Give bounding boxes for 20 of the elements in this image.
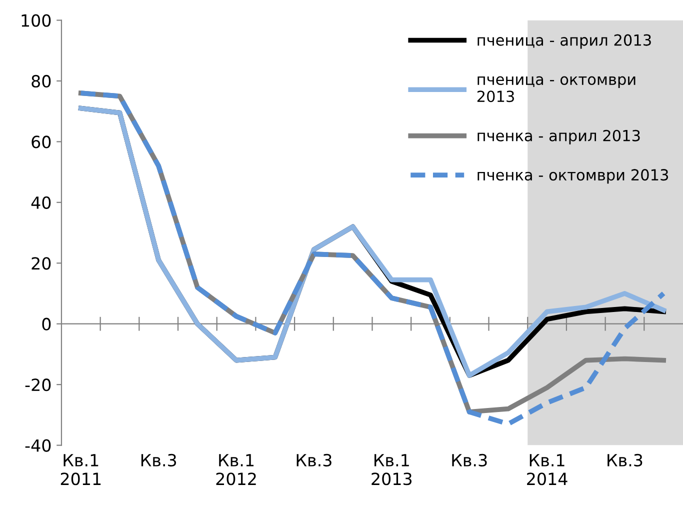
legend-label: пченка - октомври 2013 [478,169,668,184]
x-tick-label: Кв.3 [608,454,642,467]
x-tick-label: Кв.1 2013 [372,454,412,486]
y-tick-label: 80 [32,74,51,88]
legend-label: пченица - октомври 2013 [477,76,636,102]
x-tick-label: Кв.3 [452,454,487,467]
x-tick-label: Кв.1 2012 [216,454,256,486]
y-tick-label: 100 [22,14,51,27]
legend-label: пченка - април 2013 [478,130,640,144]
y-tick-label: 20 [32,257,51,270]
y-tick-label: -20 [25,378,51,392]
y-tick-label: 40 [31,196,51,209]
x-tick-label: Кв.1 2014 [527,454,568,486]
x-tick-label: Кв.3 [141,454,176,467]
legend-label: пченица - април 2013 [478,34,651,49]
y-tick-label: 0 [42,318,51,330]
y-tick-label: -40 [25,439,51,452]
x-tick-label: Кв.1 2011 [60,454,101,486]
y-tick-label: 60 [32,136,51,148]
x-tick-label: Кв.3 [296,454,332,467]
